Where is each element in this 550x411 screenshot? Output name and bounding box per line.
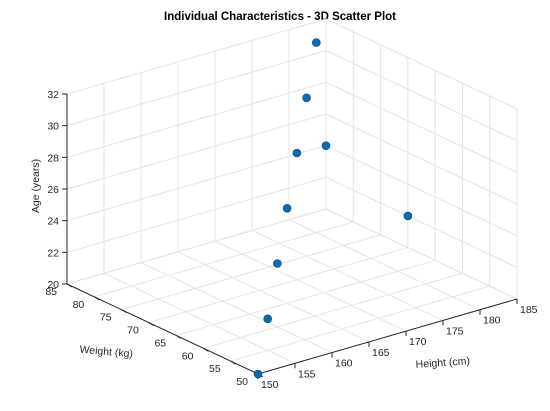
z-tick-label: 32 xyxy=(47,89,59,101)
side-wall-gridline xyxy=(325,81,518,173)
x-tick-label: 185 xyxy=(520,304,538,316)
floor-gridline xyxy=(214,240,407,332)
x-tick-label: 165 xyxy=(372,347,390,359)
side-wall-gridline xyxy=(325,113,518,205)
floor-gridline xyxy=(288,219,481,311)
y-tick-label: 50 xyxy=(236,376,248,388)
back-wall-gridline xyxy=(66,18,327,95)
z-tick-label: 24 xyxy=(47,216,59,228)
x-axis-label: Height (cm) xyxy=(415,355,470,371)
side-wall-gridline xyxy=(325,208,518,300)
side-wall-gridline xyxy=(325,145,518,237)
floor-gridline xyxy=(230,285,490,362)
floor-gridline xyxy=(148,247,408,324)
z-axis-label: Age (years) xyxy=(30,159,42,213)
x-tick-label: 155 xyxy=(298,368,316,380)
x-tick-label: 170 xyxy=(409,336,427,348)
x-tick-label: 160 xyxy=(335,358,353,370)
floor-gridline xyxy=(177,251,370,343)
floor-gridline xyxy=(176,259,436,336)
y-axis-label: Weight (kg) xyxy=(79,344,133,361)
y-tick-label: 55 xyxy=(209,363,221,375)
y-tick-mark xyxy=(121,309,127,314)
side-wall-gridline xyxy=(325,50,518,142)
z-tick-label: 30 xyxy=(47,121,59,133)
floor-gridline xyxy=(94,221,354,298)
back-wall-gridline xyxy=(66,50,327,127)
z-tick-label: 20 xyxy=(47,279,59,291)
back-wall-gridline xyxy=(66,113,327,190)
floor-gridline xyxy=(121,234,381,311)
back-wall-gridline xyxy=(66,208,327,285)
side-wall-gridline xyxy=(325,176,518,268)
x-tick-label: 150 xyxy=(261,379,279,391)
floor-gridline xyxy=(140,262,333,354)
back-wall-gridline xyxy=(66,81,327,158)
y-tick-mark xyxy=(230,360,236,365)
y-tick-label: 85 xyxy=(45,286,57,298)
data-point xyxy=(321,141,331,150)
data-point xyxy=(292,148,302,158)
floor-gridline xyxy=(251,229,444,321)
y-tick-label: 75 xyxy=(100,312,112,324)
y-tick-label: 70 xyxy=(127,325,139,337)
data-point xyxy=(311,38,321,47)
data-point xyxy=(253,369,263,379)
z-tick-label: 22 xyxy=(47,247,59,259)
y-tick-mark xyxy=(94,296,100,301)
z-tick-label: 28 xyxy=(47,152,59,164)
y-tick-mark xyxy=(203,347,209,352)
floor-gridline xyxy=(103,272,296,364)
y-tick-mark xyxy=(66,283,73,288)
data-point xyxy=(403,211,413,221)
y-tick-label: 80 xyxy=(73,299,85,311)
data-point xyxy=(263,314,273,324)
y-tick-mark xyxy=(148,322,155,327)
floor-gridline xyxy=(203,272,463,349)
chart-title: Individual Characteristics - 3D Scatter … xyxy=(164,11,396,23)
tick-layer: 150 155 160 165 170 175 180 185 50 55 60 65 70 75 80 85… xyxy=(45,89,537,391)
back-wall-gridline xyxy=(66,176,327,253)
side-wall-gridline xyxy=(325,18,518,110)
y-tick-label: 65 xyxy=(154,337,166,349)
x-tick-label: 175 xyxy=(446,325,464,337)
y-tick-mark xyxy=(175,334,182,339)
data-point xyxy=(282,204,292,213)
back-wall-gridline xyxy=(66,145,327,222)
data-point xyxy=(302,93,311,103)
x-tick-label: 180 xyxy=(483,315,501,327)
point-layer xyxy=(253,38,413,379)
data-point xyxy=(273,259,282,268)
y-axis-line xyxy=(66,283,259,375)
grid-layer xyxy=(66,18,518,375)
x-axis-line xyxy=(257,298,518,375)
y-tick-label: 60 xyxy=(182,350,194,362)
z-tick-label: 26 xyxy=(47,184,59,196)
